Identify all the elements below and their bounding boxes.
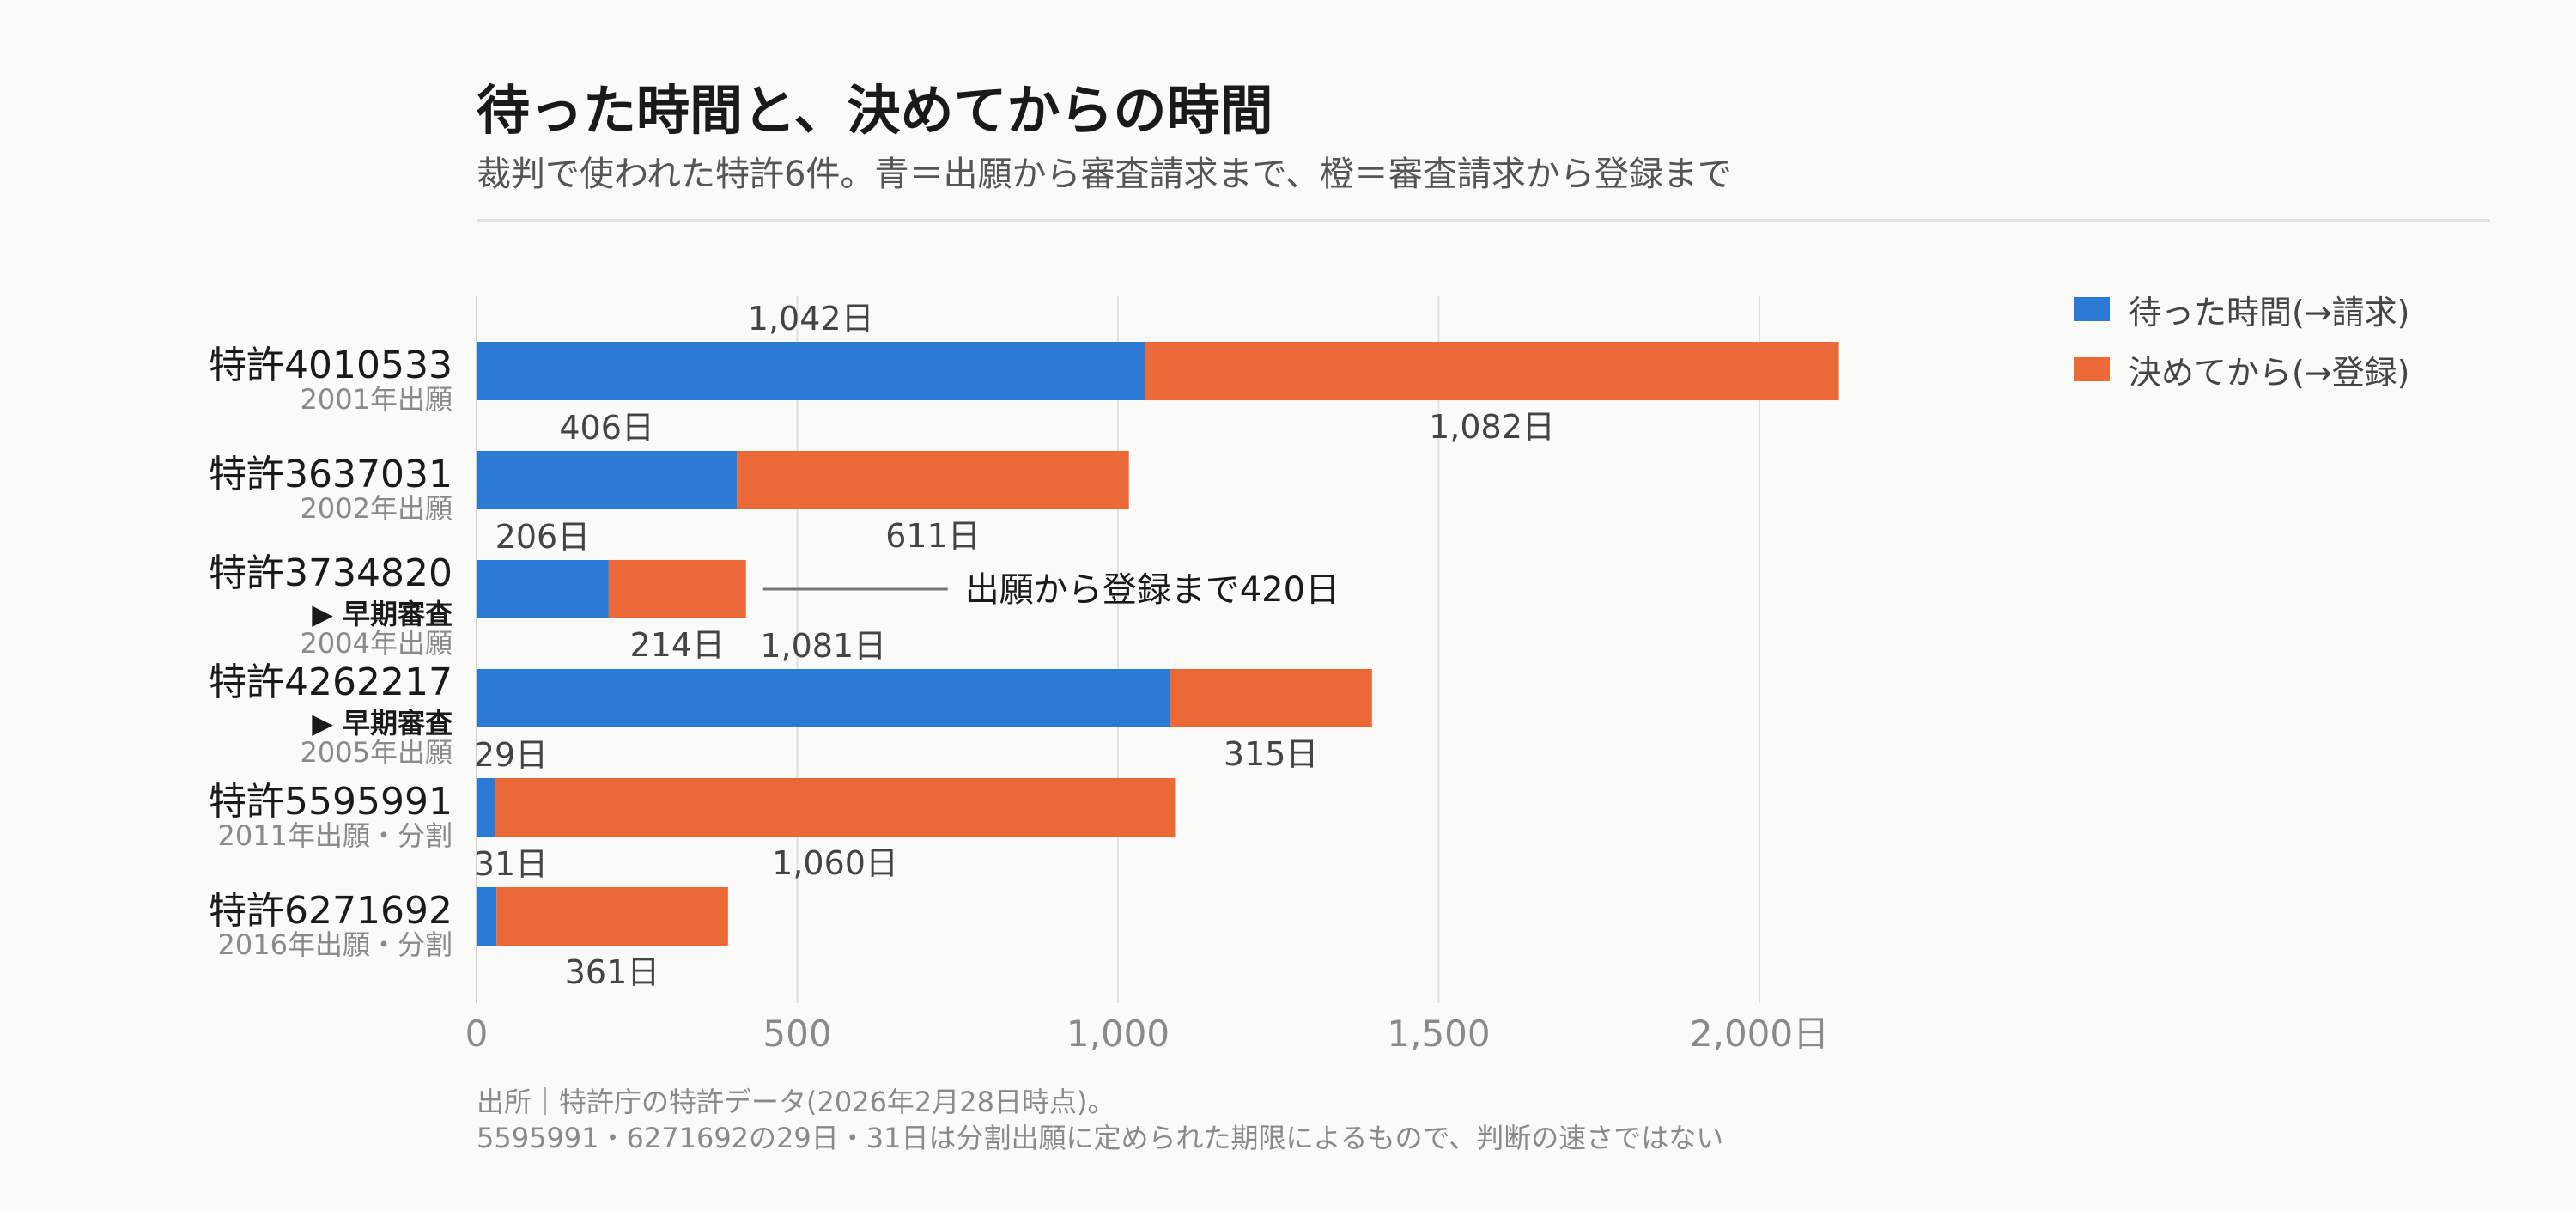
bar-decide: [737, 451, 1129, 509]
filing-year-label: 2002年出願: [301, 492, 453, 525]
category-label: 特許4262217: [209, 660, 453, 704]
early-exam-badge: ▶ 早期審査: [312, 598, 453, 630]
data-label-decide: 361日: [565, 953, 660, 991]
data-label-decide: 214日: [630, 626, 726, 664]
filing-year-label: 2001年出願: [301, 383, 453, 416]
bar-decide: [608, 560, 746, 618]
chart-subtitle: 裁判で使われた特許6件。青＝出願から審査請求まで、橙＝審査請求から登録まで: [477, 155, 1732, 194]
chart-title: 待った時間と、決めてからの時間: [477, 79, 1273, 142]
data-label-wait: 406日: [559, 409, 654, 447]
x-tick-label: 2,000日: [1690, 1013, 1829, 1055]
category-label: 特許3637031: [209, 453, 453, 496]
bar-wait: [477, 887, 497, 946]
annotation-text: 出願から登録まで420日: [965, 570, 1340, 610]
data-label-decide: 611日: [885, 517, 981, 555]
bar-wait: [477, 669, 1170, 727]
legend-label-wait: 待った時間(→請求): [2129, 293, 2410, 332]
filing-year-label: 2011年出願・分割: [218, 819, 453, 852]
x-tick-label: 1,000: [1066, 1013, 1170, 1055]
category-label: 特許3734820: [209, 551, 453, 595]
data-label-wait: 206日: [495, 518, 591, 556]
data-label-wait: 29日: [474, 736, 548, 774]
data-label-wait: 31日: [474, 845, 548, 883]
data-label-wait: 1,081日: [760, 627, 886, 665]
bar-decide: [1170, 669, 1372, 727]
bar-wait: [477, 778, 495, 837]
x-tick-label: 0: [465, 1013, 489, 1055]
bar-decide: [1145, 342, 1839, 400]
data-label-wait: 1,042日: [748, 300, 874, 338]
legend-swatch-decide: [2074, 357, 2110, 381]
legend-swatch-wait: [2074, 297, 2110, 321]
x-tick-label: 500: [762, 1013, 831, 1055]
data-label-decide: 1,082日: [1429, 408, 1555, 446]
bar-wait: [477, 451, 738, 509]
legend: 待った時間(→請求) 決めてから(→登録): [2074, 288, 2410, 408]
filing-year-label: 2005年出願: [301, 736, 453, 769]
filing-year-label: 2004年出願: [301, 627, 453, 660]
data-label-decide: 315日: [1224, 735, 1319, 773]
title-divider: [477, 219, 2490, 222]
source-line-1: 出所｜特許庁の特許データ(2026年2月28日時点)。: [477, 1086, 1115, 1118]
bar-wait: [477, 560, 609, 618]
bar-wait: [477, 342, 1145, 400]
source-line-2: 5595991・6271692の29日・31日は分割出願に定められた期限によるも…: [477, 1122, 1724, 1154]
legend-label-decide: 決めてから(→登録): [2129, 353, 2410, 392]
early-exam-badge: ▶ 早期審査: [312, 707, 453, 739]
category-label: 特許5595991: [209, 780, 453, 824]
legend-item-wait: 待った時間(→請求): [2074, 288, 2410, 332]
source-note: 出所｜特許庁の特許データ(2026年2月28日時点)。 5595991・6271…: [477, 1084, 1723, 1156]
bar-decide: [495, 778, 1176, 837]
category-label: 特許6271692: [209, 889, 453, 933]
filing-year-label: 2016年出願・分割: [218, 928, 453, 961]
bar-decide: [496, 887, 728, 946]
x-tick-label: 1,500: [1387, 1013, 1490, 1055]
data-label-decide: 1,060日: [772, 844, 898, 882]
legend-item-decide: 決めてから(→登録): [2074, 348, 2410, 392]
category-label: 特許4010533: [209, 344, 453, 387]
